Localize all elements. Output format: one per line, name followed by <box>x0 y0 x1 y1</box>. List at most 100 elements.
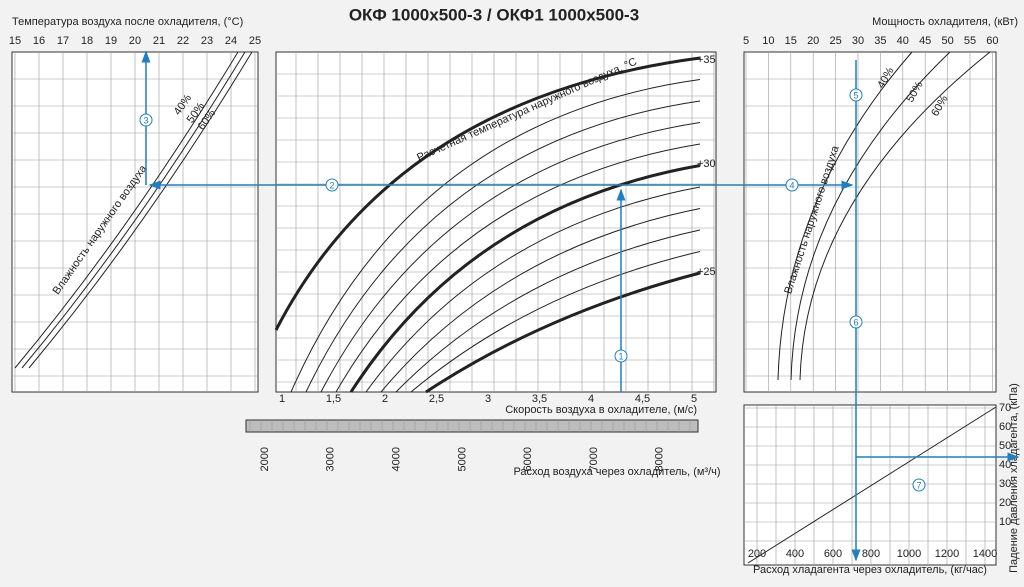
temp-axis-label: Температура воздуха после охладителя, (°… <box>12 16 243 28</box>
flow-tick: 5000 <box>456 447 468 471</box>
flow-tick: 3000 <box>325 447 337 471</box>
speed-axis-label: Скорость воздуха в охладителе, (м/с) <box>505 404 697 416</box>
pressure-ytick: 50 <box>999 440 1011 452</box>
power-tick: 40 <box>897 35 909 47</box>
temp-tick: 15 <box>9 35 21 47</box>
speed-tick: 2 <box>382 393 388 405</box>
flow-axis-label: Расход воздуха через охладитель, (м³/ч) <box>513 466 720 478</box>
power-tick: 60 <box>986 35 998 47</box>
flow-tick: 2000 <box>259 447 271 471</box>
pressure-xtick: 800 <box>862 548 880 560</box>
power-tick: 10 <box>762 35 774 47</box>
pressure-xtick: 1200 <box>935 548 959 560</box>
pressure-ytick: 30 <box>999 478 1011 490</box>
flow-tick: 6000 <box>522 447 534 471</box>
step-marker <box>139 113 153 127</box>
speed-tick: 3,5 <box>532 393 547 405</box>
title: ОКФ 1000х500-3 / ОКФ1 1000х500-3 <box>349 5 639 24</box>
pressure-xtick: 200 <box>748 548 766 560</box>
power-panel <box>743 51 997 393</box>
temp-tick: 18 <box>81 35 93 47</box>
step-label: 3 <box>143 115 148 125</box>
curve <box>365 186 701 393</box>
curve <box>410 251 701 393</box>
step-label: 2 <box>329 180 334 190</box>
step-marker <box>325 178 339 192</box>
curve <box>274 56 701 331</box>
curve <box>290 79 701 393</box>
curve <box>349 164 701 393</box>
step-label: 7 <box>916 480 921 490</box>
power-tick: 15 <box>785 35 797 47</box>
speed-tick: 2,5 <box>429 393 444 405</box>
step-marker <box>614 349 628 363</box>
pressure-ytick: 70 <box>999 402 1011 414</box>
power-axis-label: Мощность охладителя, (кВт) <box>872 16 1018 28</box>
flow-tick: 8000 <box>654 447 666 471</box>
pressure-line <box>747 406 997 564</box>
curve <box>777 51 913 381</box>
curve <box>21 51 246 369</box>
pressure-ytick: 20 <box>999 497 1011 509</box>
curve <box>380 208 701 393</box>
power-tick: 45 <box>919 35 931 47</box>
flow-scale <box>245 419 699 433</box>
power-tick: 30 <box>852 35 864 47</box>
speed-tick: 3 <box>485 393 491 405</box>
pressure-xtick: 1400 <box>973 548 997 560</box>
speed-tick: 5 <box>691 393 697 405</box>
speed-tick: 1 <box>279 393 285 405</box>
power-tick: 55 <box>964 35 976 47</box>
temp-tick: 17 <box>57 35 69 47</box>
power-tick: 5 <box>743 35 749 47</box>
pressure-xtick: 400 <box>786 548 804 560</box>
speed-tick: 1,5 <box>326 393 341 405</box>
step-label: 1 <box>618 351 623 361</box>
power-tick: 35 <box>874 35 886 47</box>
step-marker <box>912 478 926 492</box>
curve <box>305 100 701 393</box>
temp-tick: 20 <box>129 35 141 47</box>
curve <box>799 51 991 381</box>
temp-tick: 23 <box>201 35 213 47</box>
step-marker <box>849 315 863 329</box>
flow-tick: 7000 <box>588 447 600 471</box>
speed-tick: 4,5 <box>635 393 650 405</box>
pressure-x-label: Расход хладагента через охладитель, (кг/… <box>753 564 987 576</box>
temp-tick: 19 <box>105 35 117 47</box>
temp-tick: 22 <box>177 35 189 47</box>
speed-panel <box>275 51 717 393</box>
pressure-xtick: 600 <box>824 548 842 560</box>
speed-curve-label: +25 <box>697 266 716 278</box>
curve <box>320 122 701 393</box>
curve <box>335 143 701 393</box>
temp-tick: 21 <box>153 35 165 47</box>
power-tick: 50 <box>941 35 953 47</box>
pressure-ytick: 10 <box>999 516 1011 528</box>
speed-tick: 4 <box>588 393 594 405</box>
step-label: 4 <box>789 180 794 190</box>
curve <box>28 51 253 369</box>
flow-tick: 4000 <box>391 447 403 471</box>
pressure-xtick: 1000 <box>897 548 921 560</box>
pressure-panel <box>743 404 997 566</box>
curve <box>425 271 701 394</box>
curve <box>395 229 701 393</box>
curve <box>790 51 951 381</box>
power-tick: 25 <box>829 35 841 47</box>
step-marker <box>849 88 863 102</box>
step-label: 5 <box>853 90 858 100</box>
temp-tick: 16 <box>33 35 45 47</box>
speed-curve-label: +30 <box>697 158 716 170</box>
speed-curve-label: +35 <box>697 54 716 66</box>
temp-tick: 25 <box>249 35 261 47</box>
pressure-y-label: Падение давления хладагента, (кПа) <box>1008 383 1020 573</box>
step-marker <box>785 178 799 192</box>
power-tick: 20 <box>807 35 819 47</box>
pressure-ytick: 60 <box>999 421 1011 433</box>
temp-tick: 24 <box>225 35 237 47</box>
step-label: 6 <box>853 317 858 327</box>
curve <box>14 51 239 369</box>
pressure-ytick: 40 <box>999 459 1011 471</box>
